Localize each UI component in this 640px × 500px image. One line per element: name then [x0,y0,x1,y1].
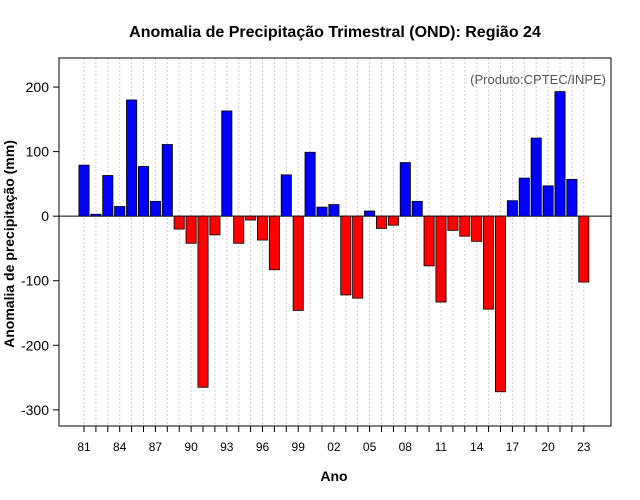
bar-2012 [447,215,459,231]
grid-lines [83,58,585,426]
bar-2009 [411,200,423,217]
x-tick-label: 90 [184,440,198,454]
bar-2010 [423,215,435,267]
bar-1992 [209,215,221,236]
plot-frame [58,57,612,427]
bar-1984 [114,206,126,217]
bar-1996 [256,215,268,241]
bar-2002 [328,204,340,217]
y-tick-label: 200 [26,79,50,95]
y-axis-label: Anomalia de precipitação (mm) [1,140,17,348]
bar-1989 [173,215,185,230]
y-tick-label: -200 [21,337,49,353]
bar-2017 [506,200,518,217]
bar-2001 [316,206,328,217]
bar-2013 [459,215,471,237]
bar-2005 [364,210,376,217]
x-tick-label: 81 [77,440,91,454]
bar-1982 [90,213,102,217]
bar-2020 [542,185,554,217]
bar-1983 [102,175,114,217]
bar-1985 [126,99,138,217]
bar-2003 [340,215,352,296]
bar-2019 [530,137,542,217]
bar-2006 [375,215,387,229]
x-axis-label: Ano [320,468,347,484]
bar-2018 [518,177,530,217]
x-tick-label: 05 [363,440,377,454]
bar-1990 [185,215,197,244]
bar-1987 [149,200,161,217]
x-tick-label: 14 [470,440,484,454]
bar-2011 [435,215,447,303]
bar-2021 [554,91,566,217]
bar-2007 [387,215,399,226]
x-tick-label: 96 [256,440,270,454]
bar-1993 [221,110,233,217]
bar-2015 [483,215,495,310]
bars-group [78,91,590,393]
x-tick-label: 87 [149,440,163,454]
x-axis: 81 84 87 90 93 96 99 02 05 08 11 14 17 20 23 [77,426,591,454]
bar-1998 [280,174,292,217]
bar-1994 [233,215,245,244]
bar-2016 [494,215,506,393]
x-tick-label: 02 [327,440,341,454]
bar-1991 [197,215,209,388]
bar-1997 [268,215,280,271]
bar-1981 [78,164,90,217]
bar-2004 [352,215,364,299]
bar-1986 [137,166,149,217]
y-tick-label: 0 [41,208,49,224]
x-tick-label: 23 [577,440,591,454]
y-tick-label: 100 [26,144,50,160]
bar-1995 [245,215,257,221]
bar-2000 [304,151,316,217]
bar-2022 [566,178,578,217]
x-tick-label: 93 [220,440,234,454]
bar-1988 [161,144,173,217]
x-tick-label: 99 [292,440,306,454]
y-axis: -300 -200 -100 0 100 200 [21,79,59,418]
bar-2014 [471,215,483,242]
bar-1999 [292,215,304,311]
y-tick-label: -300 [21,402,49,418]
x-tick-label: 08 [399,440,413,454]
bar-2008 [399,162,411,217]
x-tick-label: 20 [541,440,555,454]
bar-2023 [578,215,590,283]
x-tick-label: 84 [113,440,127,454]
product-annotation: (Produto:CPTEC/INPE) [470,72,606,87]
x-tick-label: 17 [506,440,520,454]
x-tick-label: 11 [435,440,448,454]
y-tick-label: -100 [21,273,49,289]
chart-title: Anomalia de Precipitação Trimestral (OND… [129,24,541,41]
